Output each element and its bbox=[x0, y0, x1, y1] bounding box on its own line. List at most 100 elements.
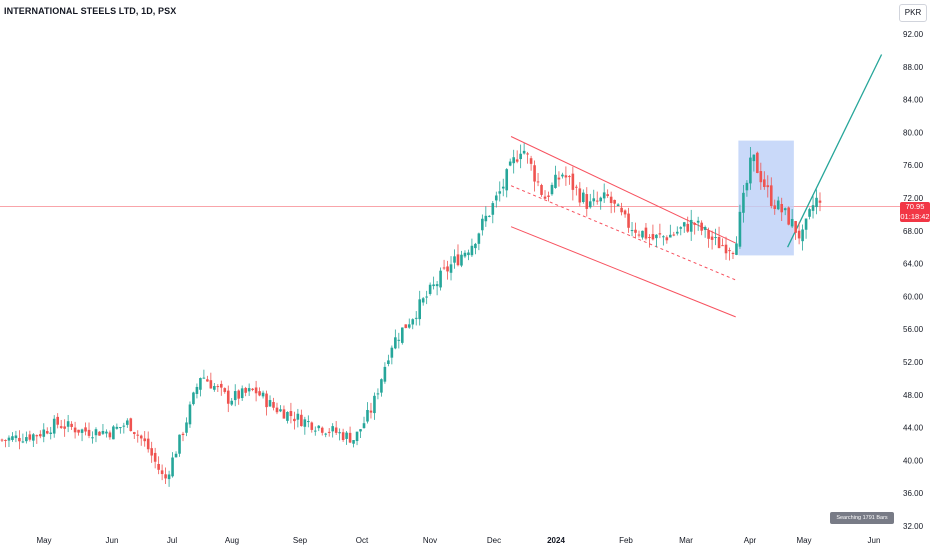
candle[interactable] bbox=[143, 431, 147, 447]
candle[interactable] bbox=[554, 165, 557, 189]
candle[interactable] bbox=[352, 440, 355, 448]
candle[interactable] bbox=[651, 224, 655, 241]
candle[interactable] bbox=[700, 220, 703, 236]
candle[interactable] bbox=[717, 226, 721, 249]
candle[interactable] bbox=[745, 180, 749, 197]
candle[interactable] bbox=[300, 409, 303, 427]
candle[interactable] bbox=[362, 416, 366, 429]
candle[interactable] bbox=[665, 235, 669, 244]
candle[interactable] bbox=[512, 149, 515, 174]
candle[interactable] bbox=[178, 434, 181, 457]
candle[interactable] bbox=[293, 411, 296, 430]
candle[interactable] bbox=[484, 206, 488, 227]
candle[interactable] bbox=[87, 422, 91, 439]
candle[interactable] bbox=[547, 191, 550, 202]
channel-lower-line[interactable] bbox=[510, 226, 736, 318]
currency-button[interactable]: PKR bbox=[899, 4, 927, 22]
candle[interactable] bbox=[630, 221, 634, 237]
candle[interactable] bbox=[373, 392, 376, 420]
candle[interactable] bbox=[808, 207, 811, 220]
candle[interactable] bbox=[59, 419, 63, 430]
price-axis[interactable]: 92.00 88.00 84.00 80.00 76.00 72.00 68.00 64.00… bbox=[903, 30, 924, 531]
candle[interactable] bbox=[428, 282, 432, 296]
candle[interactable] bbox=[202, 369, 206, 379]
candle[interactable] bbox=[132, 431, 136, 439]
candle[interactable] bbox=[4, 439, 7, 448]
candle[interactable] bbox=[564, 166, 568, 186]
candle[interactable] bbox=[38, 430, 42, 439]
candle[interactable] bbox=[136, 430, 140, 443]
candle[interactable] bbox=[25, 431, 28, 444]
candle[interactable] bbox=[505, 168, 509, 198]
candle[interactable] bbox=[756, 151, 759, 174]
candle[interactable] bbox=[696, 216, 700, 231]
candle[interactable] bbox=[73, 421, 77, 439]
candle[interactable] bbox=[724, 236, 728, 260]
candle[interactable] bbox=[672, 231, 676, 237]
candle[interactable] bbox=[526, 151, 529, 164]
candle[interactable] bbox=[70, 421, 73, 430]
candle[interactable] bbox=[752, 154, 756, 172]
candle[interactable] bbox=[376, 388, 380, 400]
candle[interactable] bbox=[188, 401, 192, 428]
candlestick-series[interactable] bbox=[0, 143, 822, 487]
candle[interactable] bbox=[171, 452, 174, 478]
candle[interactable] bbox=[32, 433, 35, 448]
candle[interactable] bbox=[453, 249, 456, 269]
candle[interactable] bbox=[811, 195, 815, 219]
candle[interactable] bbox=[240, 385, 244, 401]
candle[interactable] bbox=[637, 230, 641, 238]
candle[interactable] bbox=[738, 204, 742, 249]
candle[interactable] bbox=[571, 166, 575, 201]
candle[interactable] bbox=[627, 207, 630, 233]
candle[interactable] bbox=[338, 428, 341, 441]
candle[interactable] bbox=[174, 451, 178, 458]
candle[interactable] bbox=[331, 423, 334, 438]
candle[interactable] bbox=[209, 372, 213, 389]
candle[interactable] bbox=[728, 247, 731, 261]
candle[interactable] bbox=[84, 422, 87, 436]
candle[interactable] bbox=[119, 426, 122, 434]
candle[interactable] bbox=[582, 189, 585, 204]
candle[interactable] bbox=[369, 402, 373, 419]
candle[interactable] bbox=[414, 311, 418, 326]
candle[interactable] bbox=[126, 418, 129, 428]
channel-mid-line[interactable] bbox=[510, 185, 736, 281]
candle[interactable] bbox=[679, 226, 683, 236]
candle[interactable] bbox=[763, 171, 766, 190]
candle[interactable] bbox=[658, 223, 662, 239]
candle[interactable] bbox=[49, 426, 53, 440]
projection-line[interactable] bbox=[787, 54, 883, 248]
candle[interactable] bbox=[501, 178, 505, 197]
candle[interactable] bbox=[91, 431, 94, 444]
candle[interactable] bbox=[467, 249, 470, 261]
candle[interactable] bbox=[682, 221, 686, 233]
candle[interactable] bbox=[383, 362, 387, 384]
candle[interactable] bbox=[588, 193, 592, 209]
candle[interactable] bbox=[52, 415, 56, 438]
candle[interactable] bbox=[550, 182, 554, 196]
candle[interactable] bbox=[313, 426, 317, 436]
candle[interactable] bbox=[620, 202, 623, 216]
candle[interactable] bbox=[787, 206, 790, 226]
candle[interactable] bbox=[310, 421, 314, 433]
candle[interactable] bbox=[195, 383, 199, 399]
candle[interactable] bbox=[508, 158, 512, 167]
candle[interactable] bbox=[56, 413, 59, 429]
candle[interactable] bbox=[320, 426, 324, 436]
candle[interactable] bbox=[804, 218, 808, 239]
candle[interactable] bbox=[731, 251, 735, 260]
candle[interactable] bbox=[164, 467, 167, 485]
candle[interactable] bbox=[167, 470, 171, 487]
candle[interactable] bbox=[766, 175, 770, 198]
candle[interactable] bbox=[77, 429, 80, 436]
candle[interactable] bbox=[669, 224, 672, 238]
candle[interactable] bbox=[703, 225, 707, 238]
candle[interactable] bbox=[268, 395, 272, 407]
candle[interactable] bbox=[35, 434, 39, 444]
candle[interactable] bbox=[623, 209, 627, 218]
candle[interactable] bbox=[199, 377, 202, 397]
candle[interactable] bbox=[693, 221, 696, 235]
candle[interactable] bbox=[470, 238, 474, 258]
